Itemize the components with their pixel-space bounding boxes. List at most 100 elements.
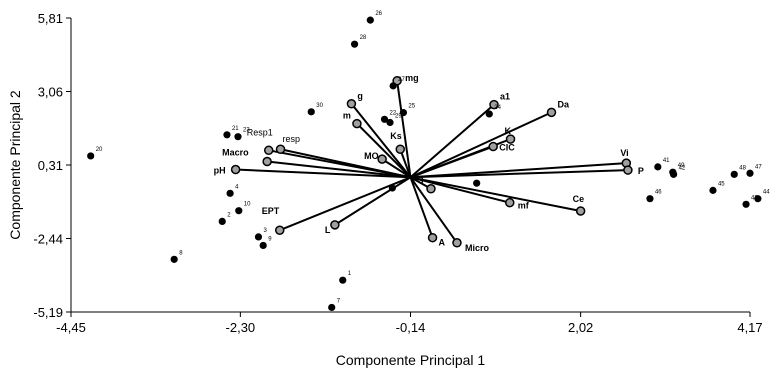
vector-a [409, 176, 434, 239]
y-tick-label: -2,44 [33, 232, 63, 247]
variable-label-a1: a1 [500, 92, 510, 102]
variable-label-macro: Macro [222, 148, 249, 158]
observation-label: 41 [663, 158, 670, 164]
observation-label: 25 [408, 104, 415, 110]
observation-point [366, 16, 374, 24]
vector-ce [410, 176, 581, 212]
observation-point [328, 303, 336, 312]
vector-marker-l [330, 220, 340, 230]
observation-point [386, 118, 394, 127]
observation-point [307, 108, 315, 116]
observation-point [339, 276, 347, 284]
vector-marker-ph [230, 164, 241, 175]
observation-label: 44 [763, 190, 770, 196]
observation-label: 42 [679, 165, 686, 171]
observation-point [746, 169, 754, 177]
variable-label-i: I [421, 176, 424, 186]
vector-marker-resp1 [263, 145, 274, 156]
vector-resp [280, 148, 411, 179]
variable-label-resp1: Resp1 [247, 127, 273, 137]
variable-label-ks: Ks [390, 131, 402, 141]
vector-marker-mo [377, 154, 387, 164]
variable-label-ce: Ce [573, 194, 585, 204]
observation-label: 23 [243, 128, 250, 134]
variable-label-da: Da [557, 99, 569, 109]
variable-label-mg: mg [405, 73, 419, 83]
observation-points [87, 16, 762, 312]
x-tick-label: 2,02 [568, 320, 593, 335]
variable-label-g: g [357, 91, 363, 101]
observation-point [226, 189, 234, 197]
observation-label: 3 [263, 228, 267, 234]
observation-label: 22 [390, 110, 397, 116]
variable-label-k: K [505, 126, 512, 136]
y-tick-label: -5,19 [33, 305, 63, 320]
vector-marker-mg [392, 76, 402, 86]
observation-point [730, 170, 738, 178]
observation-label: 43 [751, 195, 758, 201]
vector-marker-ks [395, 144, 406, 154]
vector-marker-a [427, 232, 438, 243]
vector-p [410, 169, 628, 179]
observation-point [389, 82, 397, 90]
observation-label: 30 [316, 103, 323, 109]
variable-label-ept: EPT [262, 206, 280, 216]
vector-m [356, 122, 412, 179]
observation-point [669, 168, 677, 176]
observation-label: 27 [398, 77, 405, 83]
observation-label: 49 [678, 163, 685, 169]
vector-g [350, 103, 412, 178]
axes: -4,45 -2,30 -0,14 2,02 4,17 5,81 3,06 0,31 -2,44… [33, 11, 762, 335]
observation-label: 28 [360, 35, 367, 41]
variable-label-l: L [325, 225, 331, 235]
variable-label-m: m [343, 111, 351, 121]
vector-marker-ce [575, 206, 586, 216]
variable-label-cic: CIC [499, 143, 515, 153]
observation-point [254, 233, 263, 241]
variable-label-vi: Vi [620, 148, 628, 158]
vector-vi [410, 162, 627, 179]
vector-ept [279, 176, 411, 232]
observation-point [485, 110, 493, 118]
observation-label: 45 [718, 181, 725, 187]
observation-point [646, 195, 654, 203]
vector-marker-m [352, 118, 362, 129]
observation-label: 10 [244, 202, 251, 208]
observation-label: 47 [755, 164, 762, 170]
observation-label: 9 [268, 236, 272, 242]
observation-point [388, 184, 396, 192]
observation-point [709, 186, 717, 194]
vector-ph [235, 168, 411, 179]
observation-label: 48 [739, 165, 746, 171]
vector-marker-cic [488, 141, 498, 152]
observation-point [234, 133, 242, 141]
variable-label-micro: Micro [465, 243, 490, 253]
vector-marker-i [426, 184, 436, 194]
vector-micro [409, 176, 458, 244]
y-tick-label: 5,81 [38, 11, 63, 26]
observation-point [350, 40, 359, 48]
vector-da [410, 111, 552, 179]
observation-point [218, 217, 226, 225]
vector-mg [396, 80, 412, 178]
x-tick-label: -0,14 [396, 320, 426, 335]
vector-marker-ept [274, 225, 285, 235]
observation-point [654, 163, 662, 171]
vector-cic [410, 145, 494, 179]
x-axis-title: Componente Principal 1 [336, 352, 486, 368]
variable-label-ph: pH [214, 166, 226, 176]
observation-point [754, 195, 762, 203]
observation-point [170, 255, 178, 263]
vector-marker-da [546, 107, 557, 118]
variable-label-mo: MO [364, 151, 379, 161]
variable-label-p: P [638, 166, 644, 176]
y-tick-label: 0,31 [38, 158, 63, 173]
observation-label: 24 [494, 105, 501, 111]
observation-point [742, 200, 750, 208]
chart-labels: Resp1 resp Macro pH EPT Lg mg m MO Ks a1 Da K CIC Vi P C… [96, 11, 771, 304]
observation-label: 26 [375, 11, 382, 17]
observation-label: 4 [235, 184, 239, 190]
vector-l [334, 176, 412, 226]
vector-macro [267, 160, 411, 179]
